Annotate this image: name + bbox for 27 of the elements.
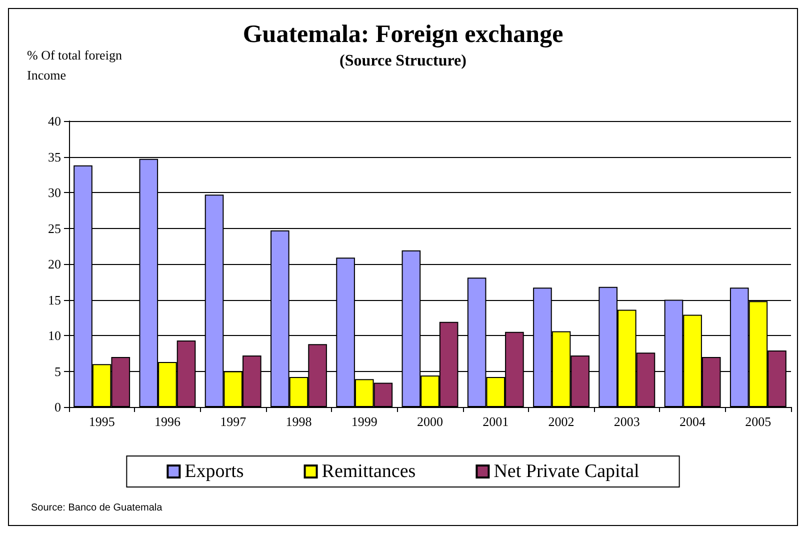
legend-label: Exports — [184, 461, 244, 482]
y-tick-label: 15 — [48, 292, 61, 308]
legend-label: Net Private Capital — [494, 461, 640, 482]
x-tick-label: 2003 — [614, 414, 640, 429]
x-tick-label: 2005 — [745, 414, 772, 429]
x-tick-label: 1995 — [88, 414, 115, 429]
chart-subtitle: (Source Structure) — [340, 52, 466, 70]
x-tick-label: 2001 — [482, 414, 509, 429]
y-tick-label: 10 — [48, 328, 61, 343]
legend-label: Remittances — [322, 461, 416, 482]
x-tick-label: 1996 — [154, 414, 181, 429]
y-tick-label: 30 — [48, 185, 61, 200]
y-tick-label: 0 — [54, 400, 61, 414]
source-note: Source: Banco de Guatemala — [31, 502, 163, 514]
x-tick-label: 1998 — [286, 414, 312, 429]
chart-title: Guatemala: Foreign exchange — [242, 21, 564, 48]
x-tick-label: 1999 — [351, 414, 378, 429]
x-tick-label: 1997 — [220, 414, 247, 429]
x-tick-label: 2004 — [680, 414, 706, 429]
x-tick-label: 2002 — [548, 414, 574, 429]
y-tick-label: 40 — [48, 114, 61, 128]
y-tick-label: 5 — [54, 364, 61, 379]
y-tick-label: 35 — [48, 149, 61, 164]
y-tick-label: 20 — [48, 256, 61, 272]
x-tick-label: 2000 — [417, 414, 443, 429]
y-axis-title: % Of total foreign Income — [27, 48, 126, 82]
y-tick-label: 25 — [48, 220, 61, 236]
